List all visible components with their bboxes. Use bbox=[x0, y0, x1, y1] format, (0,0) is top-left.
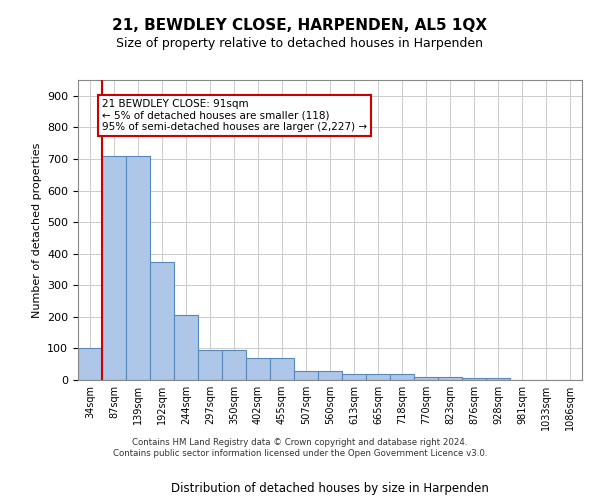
Bar bbox=[246, 358, 270, 380]
Bar bbox=[342, 374, 366, 380]
Text: Distribution of detached houses by size in Harpenden: Distribution of detached houses by size … bbox=[171, 482, 489, 495]
Bar bbox=[270, 358, 294, 380]
Bar bbox=[438, 377, 462, 380]
Bar bbox=[486, 378, 510, 380]
Bar bbox=[198, 350, 222, 380]
Bar bbox=[174, 316, 198, 380]
Bar bbox=[222, 350, 246, 380]
Bar bbox=[366, 374, 390, 380]
Bar bbox=[150, 262, 174, 380]
Bar bbox=[102, 156, 126, 380]
Bar bbox=[78, 348, 102, 380]
Bar bbox=[318, 370, 342, 380]
Y-axis label: Number of detached properties: Number of detached properties bbox=[32, 142, 41, 318]
Text: 21, BEWDLEY CLOSE, HARPENDEN, AL5 1QX: 21, BEWDLEY CLOSE, HARPENDEN, AL5 1QX bbox=[112, 18, 488, 32]
Bar bbox=[390, 374, 414, 380]
Text: 21 BEWDLEY CLOSE: 91sqm
← 5% of detached houses are smaller (118)
95% of semi-de: 21 BEWDLEY CLOSE: 91sqm ← 5% of detached… bbox=[102, 99, 367, 132]
Bar bbox=[414, 377, 438, 380]
Text: Size of property relative to detached houses in Harpenden: Size of property relative to detached ho… bbox=[116, 38, 484, 51]
Bar bbox=[294, 370, 318, 380]
Text: Contains HM Land Registry data © Crown copyright and database right 2024.
Contai: Contains HM Land Registry data © Crown c… bbox=[113, 438, 487, 458]
Bar bbox=[126, 156, 150, 380]
Bar bbox=[462, 378, 486, 380]
